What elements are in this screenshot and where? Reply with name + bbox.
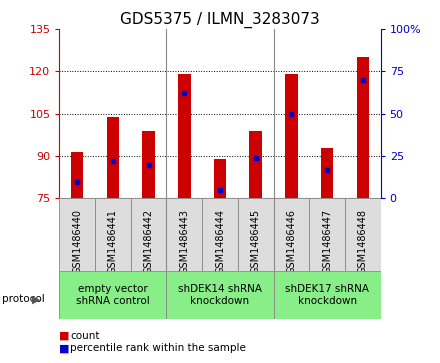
Text: ▶: ▶	[32, 294, 40, 305]
Bar	[166, 199, 202, 271]
Text: percentile rank within the sample: percentile rank within the sample	[70, 343, 246, 354]
Text: GSM1486448: GSM1486448	[358, 209, 368, 274]
Text: shDEK17 shRNA
knockdown: shDEK17 shRNA knockdown	[285, 285, 369, 306]
Bar	[166, 271, 274, 319]
Bar	[143, 131, 155, 199]
Text: GSM1486440: GSM1486440	[72, 209, 82, 274]
Bar	[95, 199, 131, 271]
Bar	[202, 199, 238, 271]
Bar	[309, 199, 345, 271]
Bar	[249, 131, 262, 199]
Bar	[285, 74, 297, 199]
Text: count: count	[70, 331, 100, 341]
Bar	[59, 199, 95, 271]
Text: GSM1486443: GSM1486443	[180, 209, 189, 274]
Bar	[178, 74, 191, 199]
Text: GSM1486445: GSM1486445	[251, 209, 260, 274]
Bar	[71, 152, 84, 199]
Bar	[356, 57, 369, 199]
Bar	[321, 148, 334, 199]
Text: ■: ■	[59, 343, 70, 354]
Text: GSM1486441: GSM1486441	[108, 209, 118, 274]
Bar	[59, 271, 166, 319]
Title: GDS5375 / ILMN_3283073: GDS5375 / ILMN_3283073	[120, 12, 320, 28]
Bar	[345, 199, 381, 271]
Text: ■: ■	[59, 331, 70, 341]
Bar	[214, 159, 226, 199]
Text: empty vector
shRNA control: empty vector shRNA control	[76, 285, 150, 306]
Text: GSM1486442: GSM1486442	[143, 209, 154, 274]
Text: GSM1486444: GSM1486444	[215, 209, 225, 274]
Bar	[274, 199, 309, 271]
Text: shDEK14 shRNA
knockdown: shDEK14 shRNA knockdown	[178, 285, 262, 306]
Bar	[238, 199, 274, 271]
Text: GSM1486446: GSM1486446	[286, 209, 297, 274]
Text: protocol: protocol	[2, 294, 45, 305]
Bar	[274, 271, 381, 319]
Text: GSM1486447: GSM1486447	[322, 209, 332, 274]
Bar	[106, 117, 119, 199]
Bar	[131, 199, 166, 271]
